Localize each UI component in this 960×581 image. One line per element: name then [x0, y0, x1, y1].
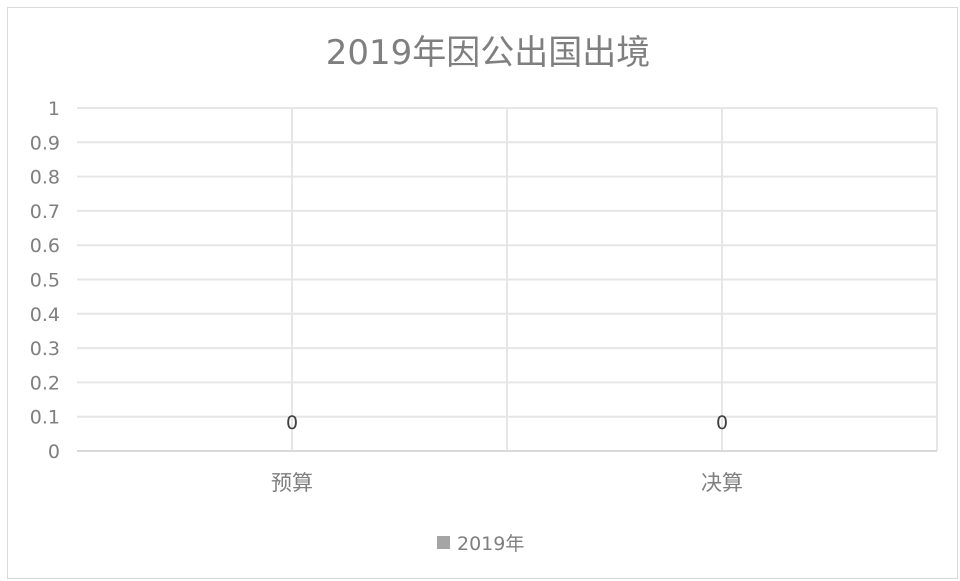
chart-frame [7, 7, 958, 579]
x-category-labels: 预算 决算 [271, 471, 743, 495]
y-tick-label: 0.9 [30, 132, 60, 154]
chart-title: 2019年因公出国出境 [326, 33, 651, 73]
y-tick-label: 1 [48, 98, 60, 120]
y-tick-label: 0.5 [30, 270, 60, 292]
y-tick-label: 0.6 [30, 235, 60, 257]
y-tick-label: 0.1 [30, 407, 60, 429]
y-tick-label: 0.2 [30, 372, 60, 394]
y-tick-label: 0.4 [30, 304, 60, 326]
y-tick-label: 0.8 [30, 167, 60, 189]
y-tick-labels: 0 0.1 0.2 0.3 0.4 0.5 0.6 0.7 0.8 0.9 1 [30, 98, 60, 463]
bar-data-label: 0 [716, 412, 728, 434]
grid-layer [77, 107, 938, 451]
bar-data-label: 0 [286, 412, 298, 434]
x-category-label: 决算 [701, 471, 743, 495]
legend-label: 2019年 [457, 533, 524, 555]
legend-swatch [437, 536, 450, 549]
x-category-label: 预算 [271, 471, 313, 495]
legend: 2019年 [437, 533, 524, 555]
y-tick-label: 0 [48, 441, 60, 463]
y-tick-label: 0.7 [30, 201, 60, 223]
y-tick-label: 0.3 [30, 338, 60, 360]
